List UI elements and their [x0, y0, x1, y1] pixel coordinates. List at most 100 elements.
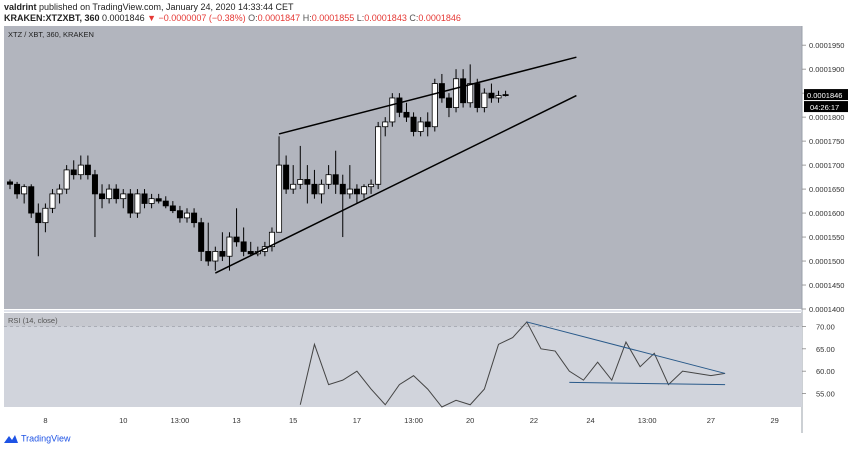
candle-down [424, 121, 431, 128]
rsi-upper-trendline[interactable] [526, 321, 726, 374]
change-arrow-icon: ▼ [147, 13, 157, 23]
countdown-label: 04:26:17 [810, 103, 839, 112]
brand-label: TradingView [21, 433, 71, 444]
price-tick-label: 0.0001700 [809, 161, 844, 170]
candle-down [233, 236, 240, 243]
candle-up [212, 251, 219, 262]
candle-down [339, 183, 346, 195]
time-tick-label: 13:00 [171, 416, 190, 425]
candle-up [21, 186, 28, 195]
candle-down [84, 164, 91, 176]
time-tick-label: 17 [353, 416, 361, 425]
candle-down [7, 181, 13, 185]
rsi-tick-label: 70.00 [816, 322, 835, 331]
candle-up [290, 183, 297, 190]
time-tick-label: 20 [466, 416, 474, 425]
candle-down [403, 111, 410, 118]
wedge-upper-trendline[interactable] [278, 56, 577, 135]
candle-up [325, 174, 332, 185]
candle-down [28, 186, 35, 214]
candle-down [283, 164, 290, 190]
candle-up [276, 164, 283, 233]
candle-up [148, 198, 155, 204]
price-change: −0.0000007 (−0.38%) [158, 13, 246, 23]
candle-up [106, 188, 113, 200]
rsi-tick-label: 55.00 [816, 390, 835, 399]
time-tick-label: 8 [43, 416, 47, 425]
candle-up [120, 193, 127, 200]
candle-down [14, 183, 21, 195]
candle-up [431, 83, 438, 128]
candle-down [240, 241, 247, 252]
time-tick-label: 24 [586, 416, 594, 425]
candle-up [389, 97, 396, 123]
candle-down [198, 222, 205, 252]
candle-down [191, 212, 198, 224]
candle-down [127, 193, 134, 214]
candle-up [467, 83, 474, 104]
candle-up [382, 121, 389, 128]
wedge-lower-trendline[interactable] [214, 94, 577, 274]
symbol-info: KRAKEN:XTZXBT, 360 0.0001846 ▼ −0.000000… [4, 13, 461, 23]
tradingview-logo-icon [4, 434, 18, 443]
candle-down [99, 193, 106, 200]
candle-up [42, 207, 49, 224]
candle-up [495, 95, 502, 99]
tradingview-brand[interactable]: TradingView [4, 433, 71, 447]
symbol-label[interactable]: KRAKEN:XTZXBT, 360 [4, 13, 100, 23]
low-label: L: [356, 13, 365, 23]
candle-up [481, 92, 488, 108]
publish-info: valdrint published on TradingView.com, J… [4, 2, 294, 12]
candle-down [474, 83, 481, 108]
rsi-tick-label: 60.00 [816, 367, 835, 376]
time-tick-label: 13:00 [404, 416, 423, 425]
candle-down [162, 200, 169, 207]
candle-down [460, 78, 467, 104]
rsi-tick-label: 65.00 [816, 345, 835, 354]
last-price-badge [804, 89, 848, 101]
candle-down [410, 116, 417, 132]
candle-up [417, 121, 424, 132]
candle-up [226, 236, 233, 257]
price-chart[interactable]: XTZ / XBT, 360, KRAKEN RSI (14, close) 0.0… [0, 26, 850, 433]
candle-down [169, 205, 176, 212]
low-value: 0.0001843 [364, 13, 407, 23]
time-tick-label: 27 [707, 416, 715, 425]
price-tick-label: 0.0001550 [809, 233, 844, 242]
candle-down [70, 169, 77, 176]
price-tick-label: 0.0001500 [809, 257, 844, 266]
candle-down [332, 174, 339, 185]
price-pane-title: XTZ / XBT, 360, KRAKEN [8, 30, 94, 39]
candle-up [375, 126, 382, 185]
candle-up [77, 164, 84, 176]
candle-down [205, 251, 212, 262]
candle-down [502, 94, 509, 96]
price-value: 0.0001846 [102, 13, 145, 23]
rsi-band [4, 326, 802, 407]
time-tick-label: 29 [770, 416, 778, 425]
open-label: O: [248, 13, 258, 23]
price-tick-label: 0.0001600 [809, 209, 844, 218]
time-tick-label: 22 [530, 416, 538, 425]
time-tick-label: 13:00 [638, 416, 657, 425]
candle-up [134, 193, 141, 214]
candle-up [297, 179, 304, 185]
candle-up [318, 183, 325, 195]
candle-down [91, 174, 98, 195]
price-tick-label: 0.0001400 [809, 305, 844, 314]
rsi-lower-trendline[interactable] [569, 381, 726, 386]
candle-down [353, 188, 360, 195]
candle-down [219, 251, 226, 257]
close-value: 0.0001846 [418, 13, 461, 23]
high-label: H: [302, 13, 312, 23]
high-value: 0.0001855 [311, 13, 355, 23]
close-label: C: [409, 13, 419, 23]
publisher-name[interactable]: valdrint [4, 2, 37, 12]
candle-down [176, 210, 183, 219]
time-tick-label: 15 [289, 416, 297, 425]
candle-up [453, 78, 460, 108]
price-tick-label: 0.0001750 [809, 137, 844, 146]
candle-up [268, 231, 275, 248]
time-tick-label: 10 [119, 416, 127, 425]
open-value: 0.0001847 [257, 13, 301, 23]
